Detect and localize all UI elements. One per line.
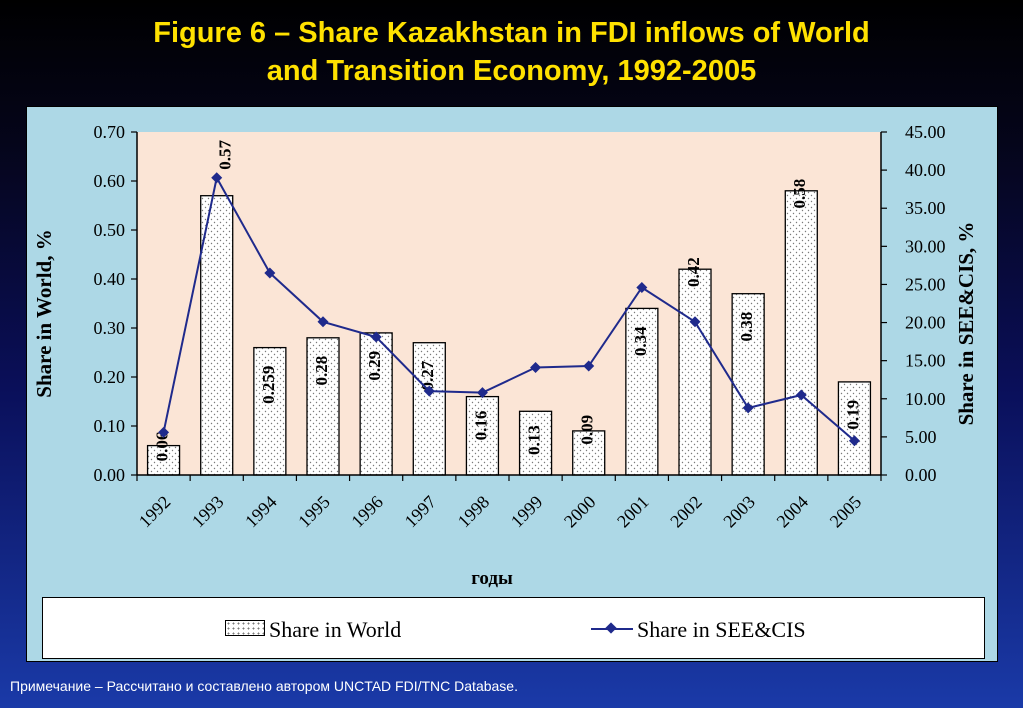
bar-share-world bbox=[359, 332, 393, 476]
x-tick-label: 1993 bbox=[188, 492, 228, 532]
line-point-see-cis bbox=[742, 402, 754, 414]
bar-share-world bbox=[465, 395, 500, 476]
y-right-tick-label: 30.00 bbox=[905, 236, 946, 256]
legend-line-swatch bbox=[591, 622, 633, 636]
bar-value-label: 0.259 bbox=[259, 366, 278, 404]
line-point-see-cis bbox=[264, 267, 276, 279]
bar-value-label: 0.29 bbox=[365, 351, 384, 381]
y-left-tick-label: 0.20 bbox=[94, 367, 126, 387]
bar-share-world bbox=[200, 195, 234, 476]
x-tick-label: 2000 bbox=[560, 492, 600, 532]
x-axis-title: годы bbox=[471, 568, 513, 589]
y-left-tick-label: 0.00 bbox=[94, 465, 126, 485]
y-axis-left-title: Share in World, % bbox=[32, 229, 56, 397]
x-tick-label: 1999 bbox=[507, 492, 547, 532]
bar-value-label: 0.34 bbox=[631, 326, 650, 356]
source-note: Примечание – Рассчитано и составлено авт… bbox=[10, 678, 518, 694]
bar-value-label: 0.09 bbox=[578, 415, 597, 445]
y-right-tick-label: 25.00 bbox=[905, 274, 946, 294]
bar-value-label: 0.13 bbox=[524, 425, 543, 455]
bar-value-label: 0.19 bbox=[843, 400, 862, 430]
bar-value-label: 0.58 bbox=[790, 179, 809, 209]
x-tick-label: 2003 bbox=[719, 492, 759, 532]
legend-item-share-see-cis: Share in SEE&CIS bbox=[591, 617, 806, 643]
x-tick-label: 1994 bbox=[241, 492, 281, 532]
bar-value-label: 0.06 bbox=[152, 432, 171, 462]
bar-value-label: 0.16 bbox=[471, 411, 490, 441]
line-point-see-cis bbox=[211, 172, 223, 184]
line-point-see-cis bbox=[370, 331, 382, 343]
x-tick-label: 1992 bbox=[135, 492, 175, 532]
y-right-tick-label: 45.00 bbox=[905, 122, 946, 142]
line-point-see-cis bbox=[689, 316, 701, 328]
line-point-see-cis bbox=[636, 281, 648, 293]
title-line-1: Figure 6 – Share Kazakhstan in FDI inflo… bbox=[153, 17, 870, 49]
y-left-tick-label: 0.40 bbox=[94, 269, 126, 289]
x-tick-label: 1996 bbox=[347, 492, 387, 532]
chart-legend: Share in World Share in SEE&CIS bbox=[42, 597, 985, 659]
x-tick-label: 2002 bbox=[666, 492, 706, 532]
line-point-see-cis bbox=[158, 426, 170, 438]
bar-share-world bbox=[731, 293, 765, 476]
title-line-2: and Transition Economy, 1992-2005 bbox=[266, 55, 757, 87]
plot-area bbox=[137, 132, 881, 475]
line-point-see-cis bbox=[848, 435, 860, 447]
line-point-see-cis bbox=[317, 316, 329, 328]
legend-bar-swatch bbox=[225, 620, 265, 636]
x-tick-label: 2004 bbox=[773, 492, 813, 532]
legend-label-share-see-cis: Share in SEE&CIS bbox=[637, 617, 806, 642]
y-right-tick-label: 35.00 bbox=[905, 198, 946, 218]
bar-value-label: 0.57 bbox=[216, 140, 235, 170]
y-right-tick-label: 40.00 bbox=[905, 160, 946, 180]
slide-title: Figure 6 – Share Kazakhstan in FDI inflo… bbox=[0, 14, 1023, 90]
x-tick-label: 1995 bbox=[294, 492, 334, 532]
fdi-share-chart: 0.06 0.57 0.259 0.28 0.29 0.27 0.16 0.13 0.09 0.3… bbox=[32, 122, 978, 589]
bar-share-world bbox=[572, 430, 606, 476]
x-tick-label: 1998 bbox=[454, 492, 494, 532]
y-left-tick-label: 0.10 bbox=[94, 416, 126, 436]
line-point-see-cis bbox=[530, 362, 542, 374]
line-point-see-cis bbox=[476, 387, 488, 399]
chart-panel: 0.06 0.57 0.259 0.28 0.29 0.27 0.16 0.13 0.09 0.3… bbox=[26, 106, 998, 662]
line-share-see-cis bbox=[162, 174, 856, 442]
bar-share-world bbox=[253, 346, 287, 476]
bar-share-world bbox=[678, 268, 712, 476]
y-right-tick-label: 10.00 bbox=[905, 389, 946, 409]
y-left-tick-label: 0.60 bbox=[94, 171, 126, 191]
bar-value-label: 0.27 bbox=[418, 360, 437, 390]
legend-item-share-world: Share in World bbox=[225, 617, 401, 643]
y-right-tick-label: 20.00 bbox=[905, 313, 946, 333]
x-tick-label: 2005 bbox=[826, 492, 866, 532]
y-right-tick-label: 15.00 bbox=[905, 351, 946, 371]
y-left-tick-label: 0.50 bbox=[94, 220, 126, 240]
y-axis-right-title: Share in SEE&CIS, % bbox=[954, 222, 978, 426]
x-tick-label: 2001 bbox=[613, 492, 653, 532]
x-tick-label: 1997 bbox=[401, 492, 441, 532]
y-right-tick-label: 5.00 bbox=[905, 427, 937, 447]
line-point-see-cis bbox=[423, 385, 435, 397]
y-left-tick-label: 0.30 bbox=[94, 318, 126, 338]
line-point-see-cis bbox=[583, 360, 595, 372]
y-right-tick-label: 0.00 bbox=[905, 465, 937, 485]
y-left-tick-label: 0.70 bbox=[94, 122, 126, 142]
bar-share-world bbox=[837, 381, 872, 476]
line-point-see-cis bbox=[795, 389, 807, 401]
bar-value-label: 0.38 bbox=[737, 312, 756, 342]
bar-value-label: 0.28 bbox=[312, 356, 331, 386]
bar-value-label: 0.42 bbox=[684, 257, 703, 287]
legend-label-share-world: Share in World bbox=[269, 617, 402, 642]
bar-share-world bbox=[784, 190, 818, 476]
